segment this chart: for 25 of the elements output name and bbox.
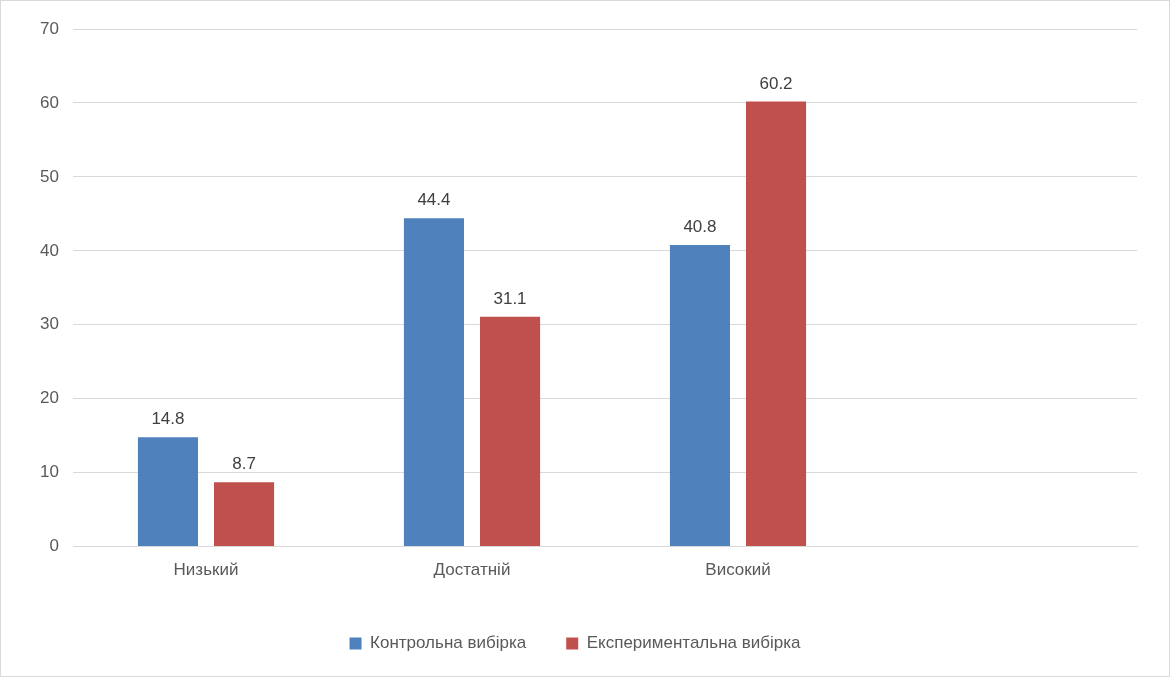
bar (479, 316, 541, 547)
legend-label: Контрольна вибірка (370, 633, 527, 653)
data-label: 31.1 (493, 288, 527, 308)
bar (745, 101, 807, 547)
bar (137, 437, 199, 547)
bar (669, 244, 731, 547)
y-tick-label: 0 (49, 536, 59, 556)
legend-label: Експериментальна вибірка (586, 633, 802, 653)
bar (213, 482, 275, 547)
y-tick-label: 10 (40, 462, 59, 482)
data-label: 60.2 (759, 73, 793, 93)
y-tick-label: 20 (40, 388, 59, 408)
y-tick-label: 70 (40, 18, 59, 38)
y-tick-label: 40 (40, 240, 59, 260)
y-tick-label: 30 (40, 314, 59, 334)
y-tick-label: 60 (40, 92, 59, 112)
data-label: 44.4 (417, 190, 451, 210)
data-label: 14.8 (151, 409, 185, 429)
x-tick-label: Достатній (433, 560, 511, 580)
data-label: 8.7 (232, 454, 256, 474)
data-label: 40.8 (683, 217, 717, 237)
x-tick-label: Низький (173, 560, 239, 580)
bar (403, 218, 465, 547)
y-tick-label: 50 (40, 166, 59, 186)
x-tick-label: Високий (705, 560, 771, 580)
